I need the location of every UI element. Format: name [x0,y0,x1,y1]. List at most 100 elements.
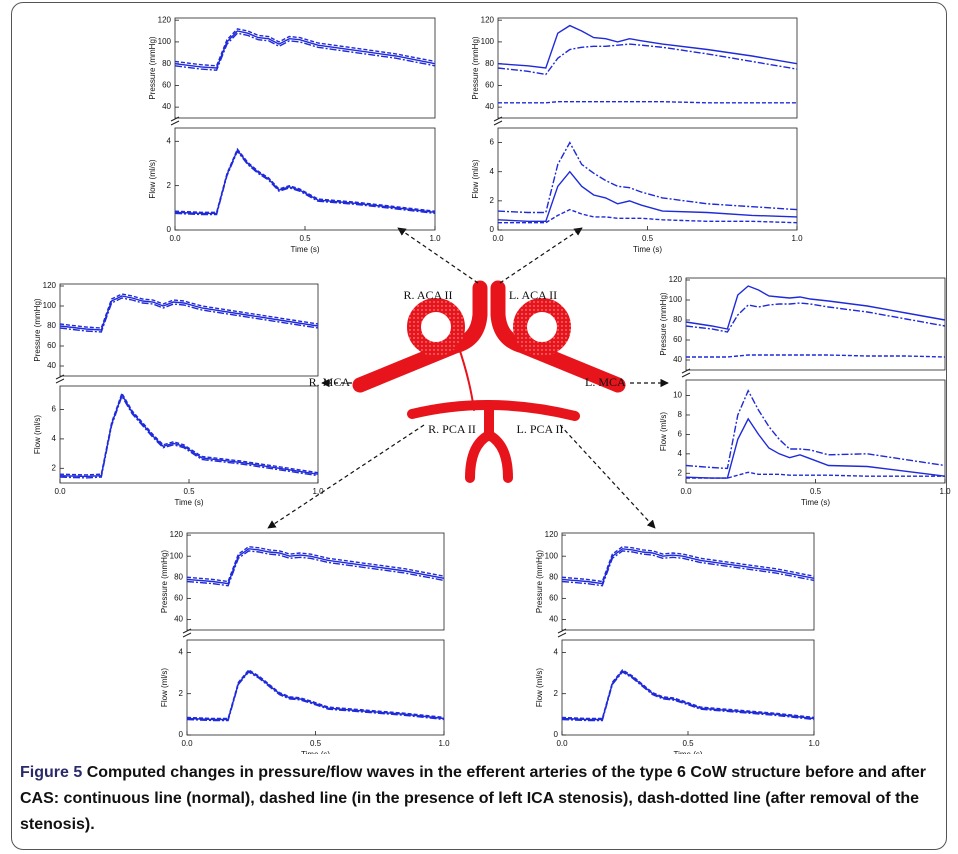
data-line [498,208,798,224]
data-line [186,671,445,722]
y-tick-label: 80 [549,572,558,581]
y-tick-label: 40 [174,615,183,624]
data-line [59,393,319,478]
x-axis-label: Time (s) [801,498,830,507]
y-tick-label: 100 [43,301,57,310]
y-axis-label: Flow (ml/s) [659,412,668,451]
y-tick-label: 80 [162,59,171,68]
y-tick-label: 0 [179,730,184,739]
x-axis-label: Time (s) [301,750,330,754]
y-tick-label: 120 [669,275,683,284]
y-tick-label: 80 [47,321,56,330]
arrows [267,227,669,529]
y-tick-label: 40 [47,361,56,370]
x-tick-label: 1.0 [429,234,441,243]
y-tick-label: 120 [158,15,172,24]
x-axis-label: Time (s) [673,750,702,754]
y-tick-label: 100 [158,37,172,46]
x-tick-label: 0.0 [181,739,193,748]
y-axis-label: Flow (ml/s) [148,159,157,198]
caption-text: Computed changes in pressure/flow waves … [20,764,926,833]
x-tick-label: 0.0 [492,234,504,243]
y-tick-label: 2 [167,181,172,190]
axes-frame [561,639,815,736]
caption: Figure 5 Computed changes in pressure/fl… [20,760,940,838]
axes-frame [685,277,946,371]
data-line [186,550,445,587]
artery-label: R. PCA II [428,422,476,436]
y-tick-label: 0 [490,225,495,234]
y-tick-label: 80 [485,59,494,68]
x-tick-label: 0.5 [183,487,195,496]
y-axis-label: Pressure (mmHg) [148,36,157,99]
x-tick-label: 1.0 [438,739,450,748]
data-line [59,297,319,333]
y-tick-label: 6 [52,405,57,414]
artery-label: L. MCA [585,375,626,389]
x-tick-label: 0.0 [54,487,66,496]
data-line [561,670,815,721]
artery-label: R. MCA [309,375,351,389]
data-line [561,550,815,587]
y-tick-label: 4 [52,434,57,443]
y-axis-label: Pressure (mmHg) [659,292,668,355]
y-axis-label: Flow (ml/s) [471,159,480,198]
y-tick-label: 0 [167,225,172,234]
y-tick-label: 0 [554,730,559,739]
x-tick-label: 0.0 [556,739,568,748]
y-tick-label: 60 [673,335,682,344]
artery-label: L. PCA II [516,422,563,436]
y-axis-label: Flow (ml/s) [535,668,544,707]
y-tick-label: 10 [673,391,682,400]
data-line [685,389,946,470]
y-tick-label: 2 [490,196,495,205]
y-axis-label: Flow (ml/s) [160,668,169,707]
y-tick-label: 40 [673,355,682,364]
y-tick-label: 2 [554,689,559,698]
y-tick-label: 40 [485,102,494,111]
y-tick-label: 60 [162,81,171,90]
data-line [497,43,798,76]
data-line [497,141,798,214]
data-line [174,28,436,67]
y-tick-label: 6 [490,138,495,147]
data-line [561,545,815,583]
y-tick-label: 60 [485,81,494,90]
data-line [174,30,436,69]
axes-frame [174,17,436,119]
figure-frame [11,2,947,850]
data-line [685,302,946,333]
y-tick-label: 40 [162,102,171,111]
y-tick-label: 2 [52,463,57,472]
x-tick-label: 1.0 [312,487,324,496]
axes-frame [186,639,445,736]
y-tick-label: 120 [481,15,495,24]
y-tick-label: 100 [170,551,184,560]
data-line [497,170,798,222]
x-tick-label: 0.5 [310,739,322,748]
axis-break [557,628,567,638]
axis-break [170,116,180,126]
y-tick-label: 6 [678,430,683,439]
figure: R. ACA II L. ACA II R. MCA L. MCA R. PCA… [33,15,951,754]
x-tick-label: 1.0 [808,739,820,748]
y-tick-label: 4 [678,449,683,458]
x-tick-label: 0.5 [299,234,311,243]
y-axis-label: Pressure (mmHg) [33,298,42,361]
y-tick-label: 4 [167,136,172,145]
artery-label: L. ACA II [509,288,557,302]
y-axis-label: Pressure (mmHg) [160,550,169,613]
data-line [685,285,946,330]
axes-frame [685,379,946,484]
x-tick-label: 0.0 [680,487,692,496]
data-line [686,354,946,358]
y-axis-label: Flow (ml/s) [33,415,42,454]
y-tick-label: 2 [678,468,683,477]
data-line [186,668,445,720]
y-tick-label: 80 [673,315,682,324]
y-tick-label: 40 [549,615,558,624]
y-tick-label: 60 [47,341,56,350]
y-tick-label: 4 [490,167,495,176]
y-tick-label: 100 [545,551,559,560]
